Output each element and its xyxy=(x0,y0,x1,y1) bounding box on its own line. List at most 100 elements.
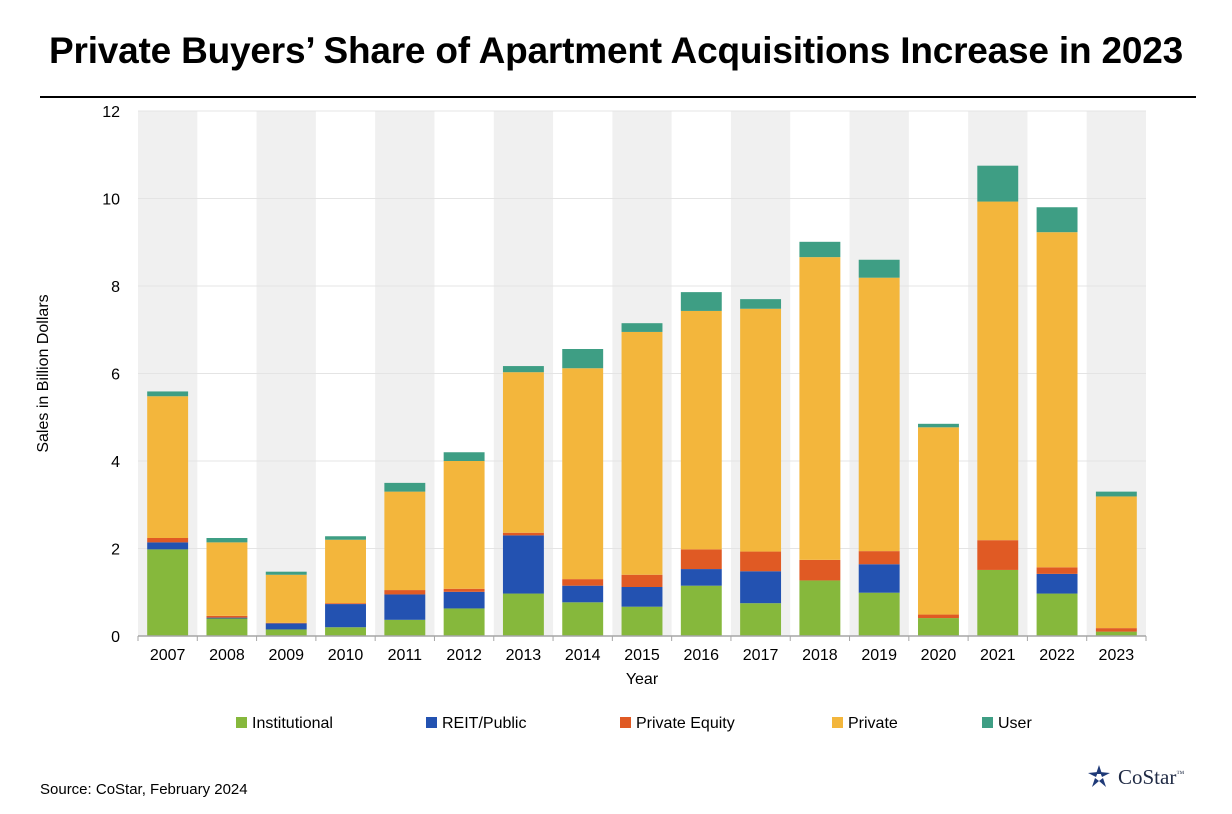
bar-segment-private xyxy=(1036,232,1078,568)
legend-swatch xyxy=(426,717,437,728)
legend-swatch xyxy=(832,717,843,728)
bar-segment-private-equity xyxy=(740,551,782,572)
bar-segment-private-equity xyxy=(1095,628,1137,632)
legend-label: Private Equity xyxy=(636,715,735,732)
legend-swatch xyxy=(982,717,993,728)
bar-segment-private xyxy=(918,427,959,615)
y-tick-label: 10 xyxy=(102,192,120,209)
legend-label: REIT/Public xyxy=(442,715,526,732)
bar-segment-private xyxy=(977,201,1019,541)
bar-segment-institutional xyxy=(325,627,366,636)
x-tick-label: 2017 xyxy=(743,647,779,664)
bar-segment-institutional xyxy=(265,629,307,636)
bar-segment-private-equity xyxy=(502,532,544,536)
bar-segment-private xyxy=(562,368,604,580)
bar-segment-user xyxy=(147,391,189,397)
x-tick-label: 2011 xyxy=(388,647,423,664)
bar-segment-institutional xyxy=(1036,593,1078,636)
bar-segment-private xyxy=(799,257,841,560)
bar-segment-user xyxy=(384,482,426,492)
source-note: Source: CoStar, February 2024 xyxy=(40,781,248,798)
y-tick-label: 0 xyxy=(111,629,120,646)
legend-label: Private xyxy=(848,715,898,732)
bar-segment-institutional xyxy=(1095,631,1137,636)
y-tick-label: 6 xyxy=(111,367,120,384)
bar-segment-institutional xyxy=(740,603,782,636)
bar-segment-institutional xyxy=(621,606,663,636)
bar-segment-user xyxy=(740,299,782,309)
x-tick-label: 2010 xyxy=(328,647,364,664)
bar-segment-reit-public xyxy=(325,604,366,628)
bar-segment-private xyxy=(265,574,307,623)
bar-segment-reit-public xyxy=(265,623,307,630)
legend-label: User xyxy=(998,715,1032,732)
bar-segment-private xyxy=(1095,496,1137,629)
bar-segment-user xyxy=(918,423,959,428)
bar-segment-institutional xyxy=(918,618,959,636)
bar-segment-private xyxy=(384,491,426,591)
bar-segment-user xyxy=(1095,491,1137,497)
bar-segment-institutional xyxy=(384,619,426,636)
x-tick-label: 2009 xyxy=(268,647,304,664)
chart-title: Private Buyers’ Share of Apartment Acqui… xyxy=(49,30,1183,71)
x-tick-label: 2013 xyxy=(506,647,542,664)
bar-segment-reit-public xyxy=(206,617,248,619)
bar-segment-user xyxy=(680,292,722,311)
x-tick-label: 2016 xyxy=(683,647,719,664)
bar-segment-reit-public xyxy=(562,585,604,603)
bar-segment-institutional xyxy=(147,549,189,636)
bar-segment-private xyxy=(206,542,248,616)
y-tick-label: 2 xyxy=(111,542,120,559)
x-tick-label: 2018 xyxy=(802,647,838,664)
bar-segment-reit-public xyxy=(858,564,900,593)
bar-segment-user xyxy=(858,259,900,278)
y-axis-title: Sales in Billion Dollars xyxy=(35,294,52,452)
bar-segment-institutional xyxy=(206,618,248,636)
bar-segment-user xyxy=(562,349,604,369)
bar-segment-reit-public xyxy=(680,569,722,586)
y-tick-label: 4 xyxy=(111,454,120,471)
bar-segment-user xyxy=(502,366,544,373)
bar-segment-private xyxy=(443,461,485,589)
bar-segment-private-equity xyxy=(1036,567,1078,574)
bar-segment-private-equity xyxy=(977,540,1019,570)
bar-segment-user xyxy=(325,536,366,540)
bar-segment-private-equity xyxy=(147,538,189,543)
bar-segment-institutional xyxy=(858,592,900,636)
bar-segment-user xyxy=(443,452,485,461)
bar-segment-institutional xyxy=(562,602,604,636)
bar-segment-private xyxy=(680,310,722,550)
bar-segment-reit-public xyxy=(1036,573,1078,594)
bar-segment-private-equity xyxy=(858,551,900,565)
bar-segment-private-equity xyxy=(621,574,663,587)
bar-segment-private xyxy=(325,539,366,604)
bar-segment-private xyxy=(740,308,782,552)
bar-segment-reit-public xyxy=(443,591,485,609)
bar-segment-user xyxy=(977,165,1019,202)
bar-segment-private-equity xyxy=(918,614,959,619)
costar-logo: CoStar™ xyxy=(1086,764,1184,790)
x-tick-label: 2012 xyxy=(446,647,482,664)
x-tick-label: 2014 xyxy=(565,647,601,664)
bar-segment-private xyxy=(147,396,189,538)
bar-segment-user xyxy=(265,571,307,575)
bar-segment-private-equity xyxy=(206,615,248,618)
bar-segment-private xyxy=(858,277,900,552)
bar-segment-private xyxy=(502,372,544,533)
bar-segment-reit-public xyxy=(502,535,544,594)
bar-segment-private xyxy=(621,331,663,575)
y-tick-label: 12 xyxy=(102,104,120,121)
bar-segment-user xyxy=(1036,207,1078,233)
x-tick-label: 2008 xyxy=(209,647,245,664)
bar-segment-institutional xyxy=(502,593,544,636)
bar-segment-institutional xyxy=(680,585,722,636)
bar-segment-user xyxy=(206,538,248,543)
bar-segment-private-equity xyxy=(443,588,485,592)
bar-segment-private-equity xyxy=(384,590,426,595)
y-tick-label: 8 xyxy=(111,279,120,296)
x-tick-label: 2020 xyxy=(921,647,957,664)
bar-segment-private-equity xyxy=(680,549,722,570)
bar-segment-private-equity xyxy=(325,603,366,605)
x-tick-label: 2021 xyxy=(980,647,1016,664)
